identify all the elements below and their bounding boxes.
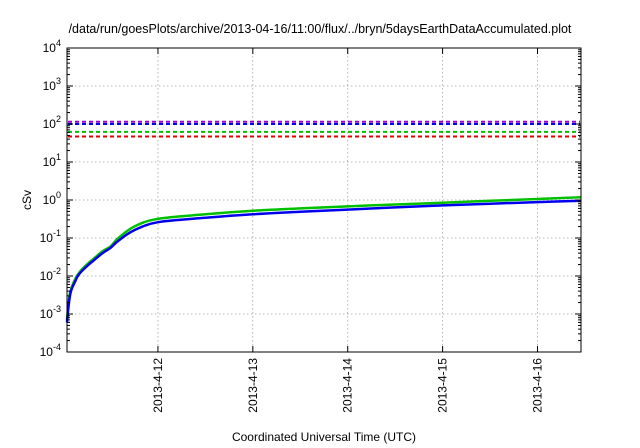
series-line — [65, 199, 582, 323]
x-tick-label: 2013-4-12 — [151, 358, 165, 413]
y-tick-label: 10-3 — [40, 304, 61, 321]
x-tick-label: 2013-4-13 — [246, 358, 260, 413]
x-tick-label: 2013-4-16 — [531, 358, 545, 413]
x-tick-label: 2013-4-14 — [341, 358, 355, 413]
y-tick-label: 10-1 — [40, 228, 61, 245]
y-tick-label: 103 — [43, 76, 61, 93]
chart-title: /data/run/goesPlots/archive/2013-04-16/1… — [69, 22, 572, 36]
y-tick-label: 100 — [43, 190, 61, 207]
x-axis: 2013-4-12 2013-4-13 2013-4-14 2013-4-15 2013… — [151, 48, 545, 413]
y-tick-label: 101 — [43, 152, 61, 169]
threshold-lines — [68, 120, 580, 138]
series-line — [65, 196, 582, 321]
y-axis-label: cSv — [20, 190, 34, 210]
x-tick-label: 2013-4-15 — [436, 358, 450, 413]
y-tick-label: 104 — [43, 38, 61, 55]
y-tick-label: 10-4 — [40, 342, 61, 359]
y-tick-label: 102 — [43, 114, 61, 131]
y-tick-label: 10-2 — [40, 266, 61, 283]
series-lines — [65, 196, 582, 323]
y-axis: 10-4 10-3 10-2 10-1 100 101 102 103 104 — [40, 38, 581, 359]
x-axis-label: Coordinated Universal Time (UTC) — [232, 430, 416, 444]
